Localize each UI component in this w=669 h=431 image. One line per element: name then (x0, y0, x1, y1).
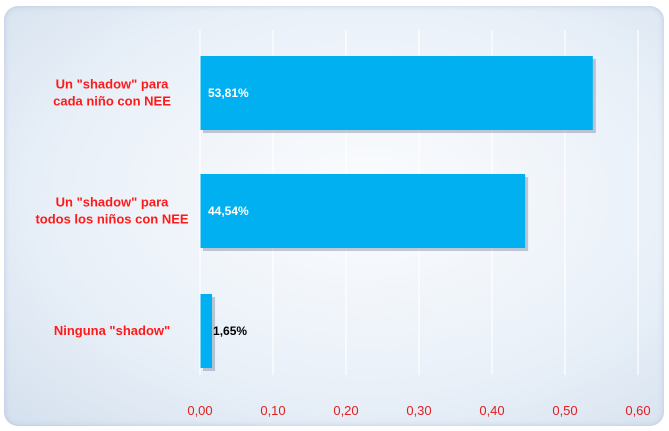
category-label-1: Un "shadow" para todos los niños con NEE (35, 195, 188, 227)
bars: 53,81% 44,54% 1,65% (200, 56, 596, 371)
category-label-0: Un "shadow" para cada niño con NEE (53, 77, 171, 109)
x-tick-label: 0,60 (625, 403, 650, 418)
x-tick-label: 0,50 (552, 403, 577, 418)
x-tick-label: 0,00 (187, 403, 212, 418)
bar-1 (200, 174, 526, 248)
x-tick-labels: 0,00 0,10 0,20 0,30 0,40 0,50 0,60 (187, 403, 650, 418)
bar-0 (200, 56, 593, 130)
bar-2 (200, 294, 213, 368)
x-tick-label: 0,40 (479, 403, 504, 418)
category-label-2: Ninguna "shadow" (54, 323, 170, 338)
data-label-1: 44,54% (208, 204, 249, 218)
x-tick-label: 0,30 (406, 403, 431, 418)
data-label-0: 53,81% (208, 86, 249, 100)
data-label-2: 1,65% (213, 324, 247, 338)
category-labels: Un "shadow" para cada niño con NEE Un "sha… (35, 77, 188, 339)
x-tick-label: 0,20 (333, 403, 358, 418)
x-tick-label: 0,10 (260, 403, 285, 418)
